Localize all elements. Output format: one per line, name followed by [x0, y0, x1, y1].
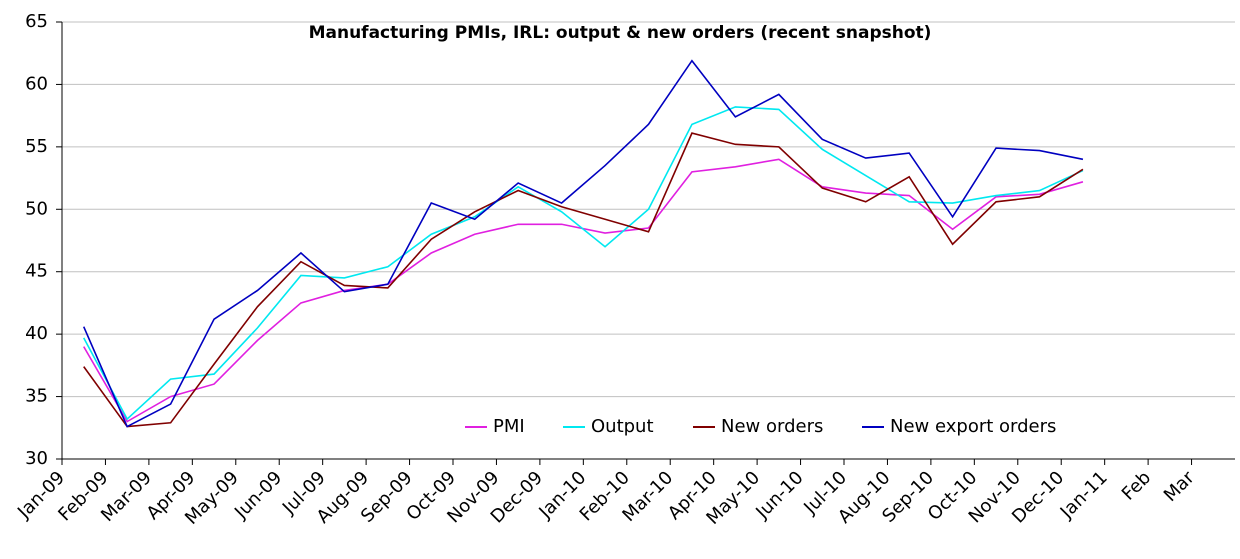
series-line [83, 158, 1084, 423]
x-tick-label: Jun-09 [230, 467, 286, 523]
x-tick-label: Mar [1160, 467, 1199, 506]
y-tick-label: 65 [25, 11, 48, 32]
y-tick-label: 50 [25, 198, 48, 219]
y-tick-label: 60 [25, 73, 48, 94]
series-line [82, 59, 1084, 428]
y-tick-label: 55 [25, 136, 48, 157]
series-line [83, 132, 1084, 428]
x-tick-label: Feb [1118, 467, 1155, 504]
y-tick-label: 45 [25, 261, 48, 282]
series-line [83, 106, 1084, 421]
y-tick-label: 35 [25, 386, 48, 407]
y-tick-label: 30 [25, 448, 48, 469]
chart-title: Manufacturing PMIs, IRL: output & new or… [309, 23, 932, 43]
x-tick-label: Jan-11 [1056, 467, 1112, 523]
legend-label: PMI [493, 416, 525, 437]
x-tick-label: Jun-10 [751, 467, 807, 523]
legend-label: New orders [721, 416, 823, 437]
legend-label: Output [591, 416, 654, 437]
legend-label: New export orders [890, 416, 1056, 437]
y-tick-label: 40 [25, 323, 48, 344]
